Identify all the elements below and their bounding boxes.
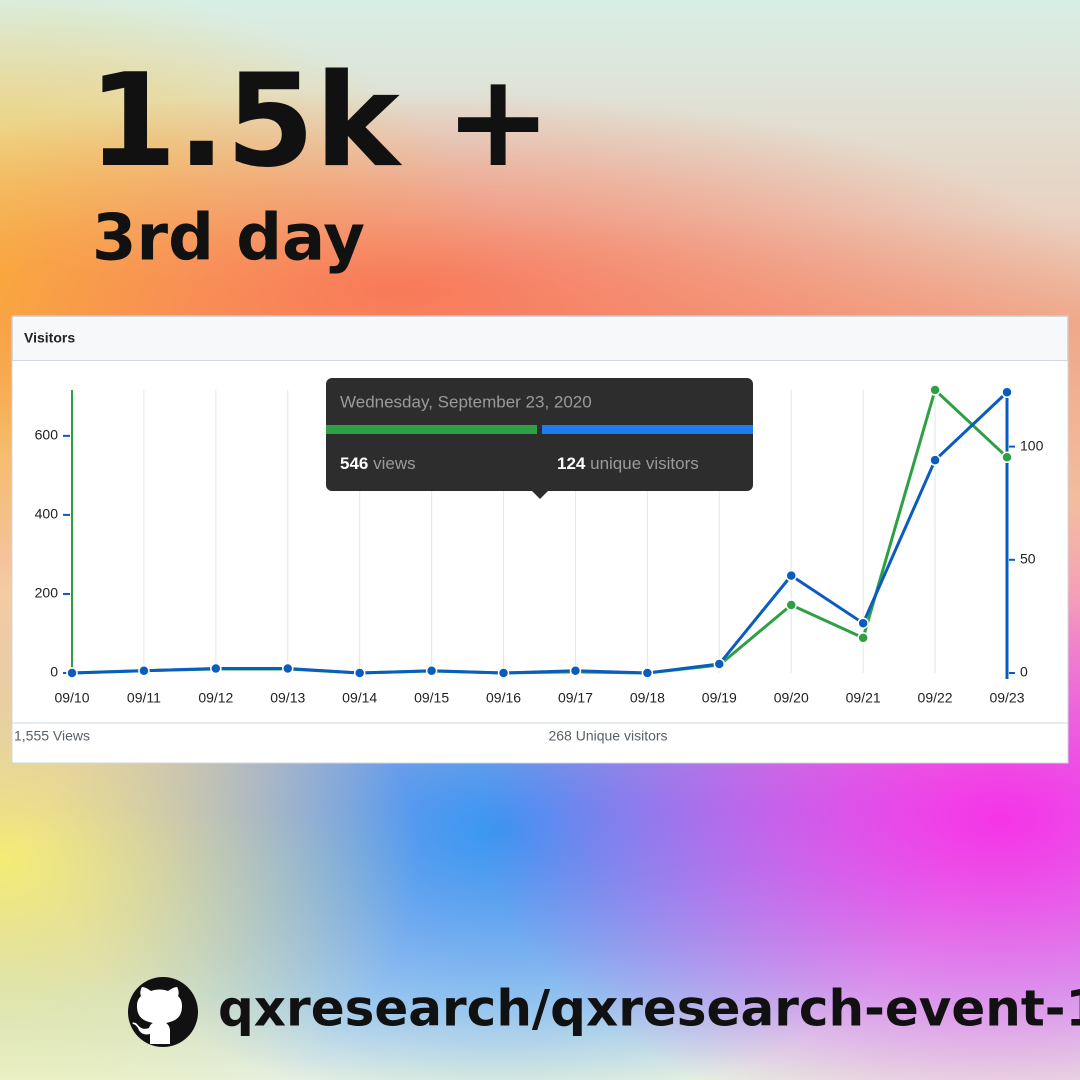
tooltip-value: 546 [340,454,368,473]
x-tick-label: 09/17 [558,690,593,706]
tooltip-entry: 546 views [340,454,416,473]
data-point [713,658,726,670]
github-logo [128,977,198,1047]
card-title: Visitors [24,330,75,346]
data-point [353,667,366,679]
data-point [929,454,941,466]
y2-tick-label: 100 [1020,437,1044,453]
x-tick-label: 09/21 [846,690,881,706]
tooltip-title: Wednesday, September 23, 2020 [340,392,592,411]
y-tick-label: 200 [35,585,59,601]
repo-name: qxresearch/qxresearch-event-1 [218,980,1080,1038]
headline: 1.5k + [88,47,552,196]
tooltip-entry: 124 unique visitors [557,454,699,473]
data-point [282,662,294,675]
card-header [12,316,1068,361]
y-tick-label: 600 [35,427,59,443]
data-point [929,384,941,396]
data-point [210,662,222,675]
data-point [1001,386,1013,399]
x-tick-label: 09/18 [630,690,665,706]
tooltip-arrow [532,491,548,499]
y2-tick-label: 50 [1020,551,1036,567]
x-tick-label: 09/23 [989,690,1024,706]
data-point [1001,451,1013,463]
data-point [497,667,510,679]
subheadline: 3rd day [92,202,365,276]
data-point [641,667,654,679]
data-point [66,667,78,679]
y-tick-label: 400 [35,506,59,522]
x-tick-label: 09/22 [918,690,953,706]
tooltip-bar [542,425,753,434]
data-point [785,569,797,582]
tooltip-label: unique visitors [590,454,699,473]
data-point [138,664,150,677]
x-tick-label: 09/15 [414,690,449,706]
visitors-total: 268 Unique visitors [548,728,667,744]
views-total: 1,555 Views [14,728,90,744]
data-point [569,664,582,677]
x-tick-label: 09/16 [486,690,521,706]
x-tick-label: 09/10 [54,690,89,706]
tooltip-value: 124 [557,454,586,473]
tooltip-bar [326,425,537,434]
data-point [785,599,797,611]
x-tick-label: 09/12 [198,690,233,706]
data-point [857,632,869,644]
tooltip: Wednesday, September 23, 2020 546 views 12… [326,378,753,499]
x-tick-label: 09/13 [270,690,305,706]
tooltip-box [326,378,753,491]
x-tick-label: 09/20 [774,690,809,706]
data-point [425,664,438,677]
x-tick-label: 09/19 [702,690,737,706]
data-point [857,617,869,629]
chart: 09/10 09/11 09/12 09/13 09/14 09/15 09/16 09/17… [35,378,1044,706]
series-line [71,391,1009,675]
x-tick-label: 09/11 [127,690,161,706]
y2-tick-label: 0 [1020,664,1028,680]
x-tick-label: 09/14 [342,690,377,706]
tooltip-label: views [373,454,416,473]
y-tick-label: 0 [50,664,58,680]
